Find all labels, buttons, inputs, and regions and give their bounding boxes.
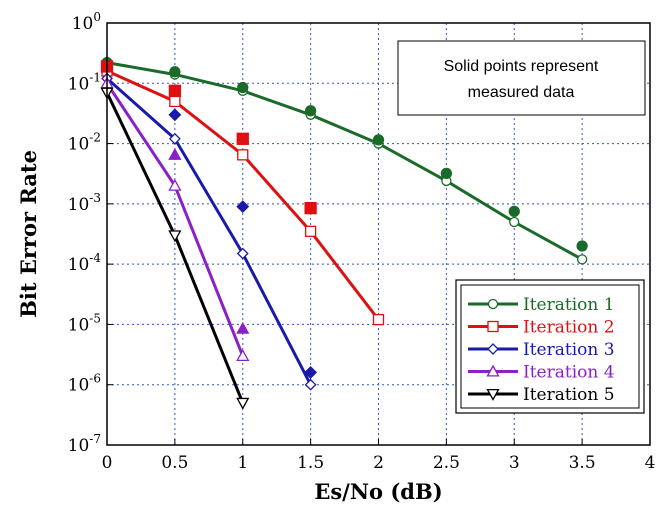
simulated-point (236, 397, 250, 410)
measured-point (169, 66, 181, 78)
legend-marker (486, 364, 500, 377)
legend-marker (487, 320, 499, 333)
measured-point (168, 84, 182, 97)
annotation-frame (397, 40, 646, 116)
x-tick-label: 3 (509, 453, 520, 473)
y-tick-label: 100 (72, 10, 101, 34)
simulated-point (236, 349, 250, 362)
y-tick-label: 10-1 (68, 70, 101, 94)
annotation-box: Solid points represent measured data (397, 40, 646, 116)
measured-point (304, 201, 317, 215)
x-tick-label: 0.5 (161, 453, 188, 473)
simulated-point (509, 216, 520, 228)
simulated-point (304, 225, 317, 237)
simulated-point (169, 95, 181, 108)
y-tick-label: 10-4 (68, 251, 102, 275)
legend-marker (487, 298, 499, 310)
x-tick-label: 2 (373, 453, 384, 473)
legend-item-3: Iteration 3 (468, 340, 615, 360)
y-tick-label: 10-5 (68, 311, 101, 335)
measured-point (440, 167, 453, 180)
x-tick-label: 0 (102, 453, 113, 473)
measured-point (576, 240, 588, 252)
plot-frame (106, 22, 651, 446)
measured-point (168, 148, 182, 160)
measured-point (236, 321, 250, 334)
simulated-point (236, 247, 249, 260)
simulated-point (168, 132, 181, 145)
measured-point (372, 134, 385, 146)
y-tick-label: 10-6 (68, 372, 101, 396)
x-axis-title: Es/No (dB) (314, 479, 442, 504)
series-3 (101, 72, 318, 391)
simulated-point (237, 149, 249, 161)
y-tick-label: 10-2 (68, 131, 101, 155)
simulated-point (576, 254, 588, 265)
legend-item-2: Iteration 2 (468, 318, 615, 338)
annotation-line-1: Solid points represent (444, 58, 599, 75)
series-1 (101, 56, 588, 265)
x-tick-label: 4 (645, 453, 656, 473)
legend-marker (487, 343, 499, 355)
legend-label: Iteration 5 (523, 385, 615, 405)
y-tick-label: 10-7 (68, 432, 101, 456)
x-tick-label: 1 (237, 453, 248, 473)
measured-point (236, 132, 249, 145)
legend-label: Iteration 3 (523, 340, 615, 360)
measured-point (236, 200, 250, 214)
measured-point (304, 105, 317, 117)
legend-item-1: Iteration 1 (468, 295, 615, 315)
legend-frame-inner (460, 284, 640, 409)
legend-frame-outer (455, 279, 645, 414)
x-tick-label: 3.5 (569, 453, 596, 473)
series-group (100, 56, 588, 410)
legend-label: Iteration 1 (523, 295, 615, 315)
annotation-line-2: measured data (468, 84, 575, 101)
x-tick-label: 2.5 (433, 453, 460, 473)
x-tick-label: 1.5 (297, 453, 324, 473)
legend-marker (486, 388, 500, 401)
measured-point (304, 365, 318, 379)
legend-item-5: Iteration 5 (468, 385, 615, 405)
simulated-point (304, 378, 317, 391)
y-axis-title: Bit Error Rate (16, 150, 41, 318)
measured-point (168, 108, 182, 122)
legend-label: Iteration 2 (523, 318, 615, 338)
measured-point (508, 205, 520, 218)
simulated-point (372, 314, 385, 326)
simulated-point (168, 230, 182, 243)
measured-point (237, 81, 249, 94)
series-line (106, 61, 583, 261)
simulated-point (168, 178, 182, 191)
axis-ticks: 0 0.5 1 1.5 2 2.5 3 3.5 4 100 10-1 10-2 10-3 10-4 10-5… (68, 10, 656, 473)
legend-item-4: Iteration 4 (468, 363, 615, 383)
series-line (106, 77, 312, 386)
series-2 (100, 60, 385, 326)
legend-label: Iteration 4 (523, 363, 615, 383)
y-tick-label: 10-3 (68, 191, 101, 215)
